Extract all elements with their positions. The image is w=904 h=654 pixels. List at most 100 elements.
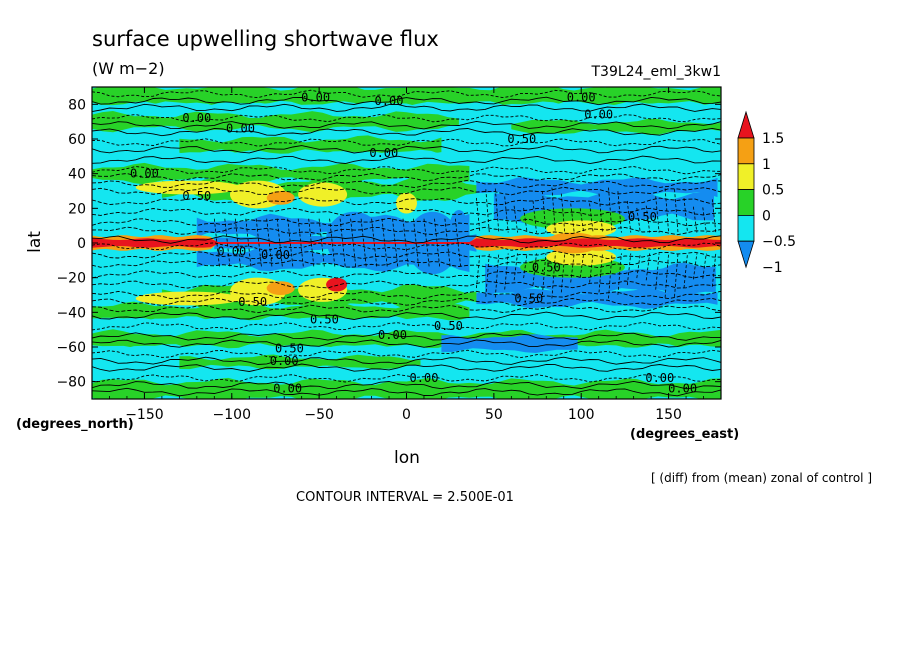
- diff-note: [ (diff) from (mean) zonal of control ]: [651, 471, 872, 485]
- blob-cyan-sw: [126, 265, 162, 283]
- x-tick-label: 50: [485, 407, 503, 423]
- contour-label: 0.00: [668, 382, 697, 396]
- contour-line: [92, 387, 721, 397]
- x-axis-title: lon: [394, 448, 420, 468]
- contour-line: [92, 186, 721, 196]
- contour-dash-tropics: [255, 218, 262, 268]
- contour-label: 0.50: [182, 189, 211, 203]
- contour-dash-tropics: [339, 218, 346, 268]
- y-tick-label: 0: [77, 236, 86, 252]
- contour-line: [92, 103, 721, 113]
- contour-dash-east: [551, 187, 556, 299]
- contour-label: 0.50: [238, 295, 267, 309]
- contour-dash-east: [664, 188, 669, 298]
- contour-line: [92, 197, 721, 206]
- contour-interval-label: CONTOUR INTERVAL = 2.500E-01: [296, 490, 514, 505]
- contour-dash-tropics: [381, 218, 388, 268]
- blob-red-s: [326, 277, 348, 292]
- contour-label: 0.00: [375, 94, 404, 108]
- contour-dash-east: [476, 197, 481, 289]
- contour-line: [92, 339, 721, 348]
- contour-dash-tropics: [360, 218, 367, 268]
- contour-label: 0.50: [275, 342, 304, 356]
- contour-dash-tropics: [276, 218, 283, 268]
- contour-label: 0.50: [514, 292, 543, 306]
- contour-label: 0.00: [273, 382, 302, 396]
- contour-label: 0.00: [645, 371, 674, 385]
- contour-line: [92, 349, 721, 359]
- y-tick-label: −80: [56, 375, 86, 391]
- contour-dash-tropics: [245, 218, 252, 268]
- run-label: T39L24_eml_3kw1: [591, 64, 722, 80]
- contour-line: [92, 356, 721, 365]
- plot-area: 0.00 0.00 0.000.000.000.000.000.500.000.50…: [92, 87, 721, 399]
- band-south-cyan: [92, 316, 721, 336]
- contour-line: [92, 259, 721, 269]
- contour-line: [92, 120, 721, 130]
- band-south-temperate-green: [92, 301, 470, 324]
- band-north-green-mid: [179, 135, 442, 157]
- contour-dash-tropics: [444, 218, 451, 268]
- contour-line: [92, 242, 721, 251]
- contour-dash-east: [645, 205, 651, 281]
- colorbar-label: 0.5: [762, 183, 784, 199]
- colorbar-segment: [737, 189, 755, 216]
- color-blobs: [92, 180, 721, 306]
- contour-label: 0.00: [567, 90, 596, 104]
- y-axis: 80 60 40 20 0 −20 −40 −60 −80: [56, 97, 721, 391]
- contour-line: [92, 297, 721, 306]
- contour-line: [92, 374, 721, 383]
- contour-dash-tropics: [402, 218, 409, 268]
- x-units-label: (degrees_east): [630, 427, 739, 442]
- chart-units: (W m−2): [92, 59, 165, 78]
- contour-label: 0.00: [261, 248, 290, 262]
- contour-labels: 0.00 0.00 0.000.000.000.000.000.500.000.50…: [130, 90, 697, 395]
- contour-dash-east: [702, 207, 707, 279]
- contour-line: [92, 113, 721, 123]
- contour-label: 0.00: [217, 245, 246, 259]
- contour-dash-tropics: [350, 218, 357, 268]
- contour-dash-east: [513, 205, 518, 281]
- contour-label: 0.00: [584, 108, 613, 122]
- contour-line: [92, 207, 721, 217]
- contour-dash-east: [617, 191, 622, 295]
- y-tick-label: −20: [56, 271, 86, 287]
- contour-dash-east: [504, 196, 509, 290]
- contour-label: 0.00: [270, 354, 299, 368]
- contour-dash-tropics: [297, 218, 304, 268]
- blob-cyan-w: [126, 203, 162, 221]
- y-tick-label: 80: [68, 97, 86, 113]
- contour-line: [92, 380, 721, 390]
- x-tick-label: −150: [125, 407, 163, 423]
- contour-line: [92, 166, 721, 175]
- contour-line: [92, 138, 721, 147]
- band-north-green-west: [92, 111, 459, 133]
- contour-dash-tropics: [266, 218, 273, 268]
- contour-dash-east: [560, 193, 566, 293]
- contour-dash-tropics: [413, 218, 420, 268]
- band-south-blue-east: [476, 288, 718, 309]
- colorbar-label: −0.5: [762, 234, 796, 250]
- y-axis-title: lat: [25, 231, 45, 253]
- contour-label: 0.00: [226, 122, 255, 136]
- contour-label: 0.00: [378, 328, 407, 342]
- band-antarctic-cyan: [92, 365, 721, 385]
- x-tick-label: −100: [213, 407, 251, 423]
- y-tick-label: 60: [68, 132, 86, 148]
- colorbar-label: 1: [762, 157, 771, 173]
- contour-line: [92, 96, 721, 106]
- chart-title: surface upwelling shortwave flux: [92, 27, 439, 51]
- contour-dash-east: [683, 197, 688, 289]
- contour-dash-tropics: [434, 218, 441, 268]
- y-tick-label: −40: [56, 305, 86, 321]
- contour-line: [92, 290, 721, 300]
- contour-dash-east: [579, 208, 585, 278]
- blob-yellow-sw: [135, 291, 241, 306]
- contour-dash-east: [494, 188, 500, 298]
- contour-dash-tropics: [329, 218, 336, 268]
- contour-dash-tropics: [234, 218, 241, 268]
- colorbar-segment: [737, 214, 755, 242]
- band-north-temperate-green: [92, 162, 470, 185]
- contour-dash-tropics: [308, 218, 315, 268]
- contour-label: 0.50: [310, 312, 339, 326]
